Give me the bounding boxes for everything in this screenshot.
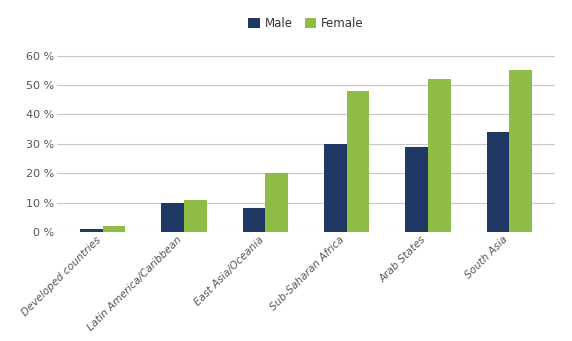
Bar [347, 91, 370, 232]
Bar [428, 79, 451, 232]
Bar [406, 147, 428, 232]
Bar [265, 173, 288, 232]
Bar [243, 208, 265, 232]
Bar [184, 199, 206, 232]
Bar [102, 226, 125, 232]
Bar [80, 229, 102, 232]
Bar [510, 70, 532, 232]
Legend: Male, Female: Male, Female [244, 13, 368, 35]
Bar [487, 132, 510, 232]
Bar [324, 144, 347, 232]
Bar [161, 203, 184, 232]
